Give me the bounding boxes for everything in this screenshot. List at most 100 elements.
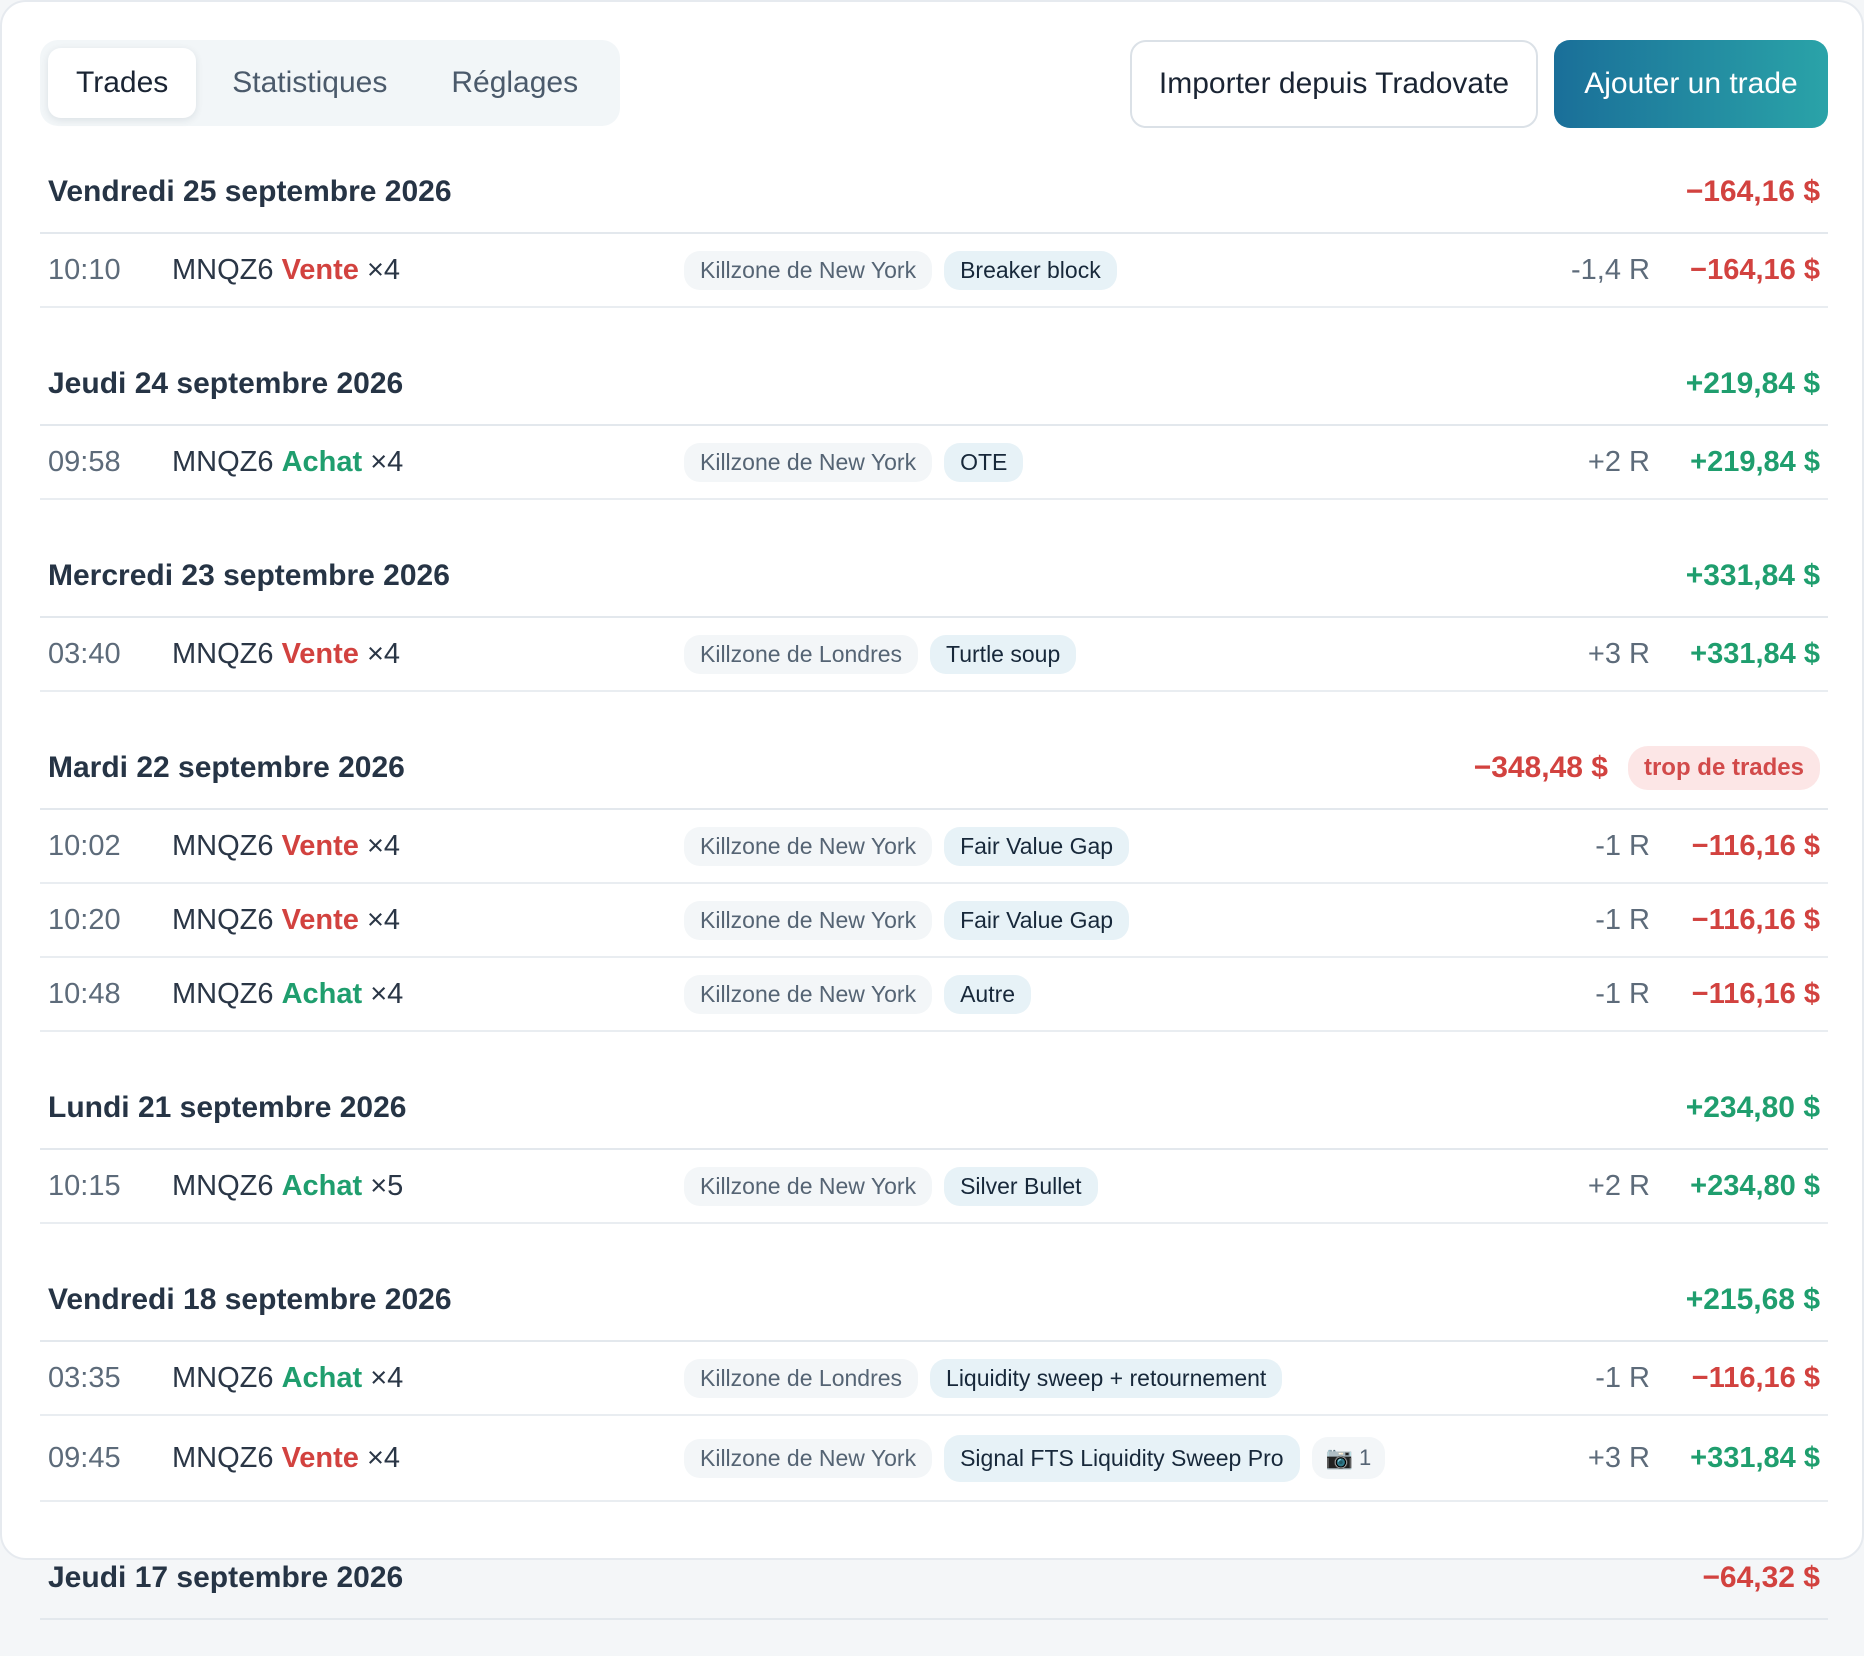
trade-direction: Achat: [281, 1361, 363, 1394]
trade-direction: Vente: [281, 829, 359, 862]
day-total-pnl: +219,84 $: [1685, 367, 1820, 400]
trade-symbol: MNQZ6: [172, 253, 274, 286]
trade-row[interactable]: 03:35 MNQZ6 Achat ×4 Killzone de Londres Li…: [40, 1342, 1828, 1416]
trade-tags: Killzone de New York Fair Value Gap: [684, 826, 1494, 866]
trade-tags: Killzone de New York Autre: [684, 974, 1494, 1014]
setup-tag: Silver Bullet: [944, 1166, 1098, 1206]
setup-tag: OTE: [944, 442, 1024, 482]
day-header: Jeudi 17 septembre 2026 −64,32 $: [40, 1538, 1828, 1620]
trade-instrument: MNQZ6 Vente ×4: [172, 254, 684, 287]
trade-time: 09:45: [48, 1441, 121, 1474]
day-group: Mardi 22 septembre 2026 −348,48 $ trop de …: [40, 728, 1828, 1032]
day-total-pnl: −348,48 $: [1473, 751, 1608, 784]
trade-r-multiple: +3 R: [1587, 1441, 1650, 1474]
day-header: Mardi 22 septembre 2026 −348,48 $ trop de …: [40, 728, 1828, 810]
trade-row[interactable]: 10:02 MNQZ6 Vente ×4 Killzone de New York F…: [40, 810, 1828, 884]
trade-tags: Killzone de New York Signal FTS Liquidity…: [684, 1434, 1494, 1482]
add-trade-button[interactable]: Ajouter un trade: [1554, 40, 1828, 128]
day-date: Lundi 21 septembre 2026: [48, 1091, 407, 1124]
day-group: Vendredi 25 septembre 2026 −164,16 $ 10:10…: [40, 152, 1828, 308]
trade-r-multiple: -1 R: [1595, 903, 1650, 936]
trade-quantity: ×4: [367, 637, 401, 670]
trade-instrument: MNQZ6 Achat ×4: [172, 446, 684, 479]
setup-tag: Autre: [944, 974, 1032, 1014]
trade-journal: Vendredi 25 septembre 2026 −164,16 $ 10:10…: [40, 152, 1828, 1656]
screenshot-count[interactable]: 📷 1: [1311, 1437, 1386, 1479]
day-date: Jeudi 24 septembre 2026: [48, 367, 404, 400]
day-summary: +331,84 $: [1686, 559, 1820, 593]
setup-tag: Fair Value Gap: [944, 900, 1130, 940]
trade-r-multiple: +3 R: [1587, 637, 1650, 670]
day-date: Vendredi 18 septembre 2026: [48, 1283, 452, 1316]
session-tag: Killzone de New York: [684, 974, 933, 1014]
trade-time: 10:02: [48, 829, 121, 862]
day-total-pnl: −64,32 $: [1702, 1561, 1820, 1594]
day-group: Lundi 21 septembre 2026 +234,80 $ 10:15 MNQ…: [40, 1068, 1828, 1224]
trade-row[interactable]: 10:48 MNQZ6 Achat ×4 Killzone de New York A…: [40, 958, 1828, 1032]
trade-time: 10:15: [48, 1169, 121, 1202]
tab-bar: Trades Statistiques Réglages: [40, 40, 620, 126]
import-tradovate-button[interactable]: Importer depuis Tradovate: [1130, 40, 1538, 128]
journal-card: Trades Statistiques Réglages Importer de…: [0, 0, 1864, 1620]
trade-direction: Achat: [281, 445, 363, 478]
trade-direction: Vente: [281, 637, 359, 670]
trade-r-multiple: -1 R: [1595, 977, 1650, 1010]
trade-symbol: MNQZ6: [172, 1361, 274, 1394]
setup-tag: Turtle soup: [930, 634, 1077, 674]
trade-tags: Killzone de Londres Turtle soup: [684, 634, 1494, 674]
trade-r-multiple: -1 R: [1595, 829, 1650, 862]
day-total-pnl: +215,68 $: [1685, 1283, 1820, 1316]
day-summary: −64,32 $: [1702, 1561, 1820, 1595]
session-tag: Killzone de New York: [684, 900, 933, 940]
setup-tag: Signal FTS Liquidity Sweep Pro: [944, 1434, 1300, 1482]
trade-quantity: ×4: [370, 977, 404, 1010]
trade-symbol: MNQZ6: [172, 637, 274, 670]
trade-r-multiple: +2 R: [1587, 445, 1650, 478]
trade-row[interactable]: 10:10 MNQZ6 Vente ×4 Killzone de New York B…: [40, 234, 1828, 308]
trade-instrument: MNQZ6 Vente ×4: [172, 904, 684, 937]
trade-pnl: −116,16 $: [1691, 1361, 1820, 1394]
setup-tag: Breaker block: [944, 250, 1117, 290]
trade-direction: Vente: [281, 1441, 359, 1474]
tab-statistiques[interactable]: Statistiques: [232, 66, 388, 99]
day-header: Jeudi 24 septembre 2026 +219,84 $: [40, 344, 1828, 426]
trade-pnl: −164,16 $: [1690, 253, 1820, 286]
day-group: Jeudi 24 septembre 2026 +219,84 $ 09:58 MNQ…: [40, 344, 1828, 500]
trade-row[interactable]: 09:45 MNQZ6 Vente ×4 Killzone de New York S…: [40, 1416, 1828, 1502]
day-group: Jeudi 17 septembre 2026 −64,32 $: [40, 1538, 1828, 1620]
tab-trades[interactable]: Trades: [48, 48, 197, 118]
trade-row[interactable]: 03:40 MNQZ6 Vente ×4 Killzone de Londres Tu…: [40, 618, 1828, 692]
trade-row[interactable]: 10:20 MNQZ6 Vente ×4 Killzone de New York F…: [40, 884, 1828, 958]
trade-symbol: MNQZ6: [172, 1169, 274, 1202]
trade-symbol: MNQZ6: [172, 829, 274, 862]
trade-pnl: +219,84 $: [1690, 445, 1820, 478]
trade-quantity: ×5: [370, 1169, 404, 1202]
trade-time: 10:10: [48, 253, 121, 286]
day-header: Vendredi 25 septembre 2026 −164,16 $: [40, 152, 1828, 234]
session-tag: Killzone de Londres: [684, 1358, 919, 1398]
session-tag: Killzone de New York: [684, 442, 933, 482]
trade-instrument: MNQZ6 Achat ×5: [172, 1170, 684, 1203]
trade-direction: Achat: [281, 1169, 363, 1202]
trade-tags: Killzone de New York Fair Value Gap: [684, 900, 1494, 940]
trade-pnl: +331,84 $: [1690, 1441, 1820, 1474]
day-group: Mercredi 23 septembre 2026 +331,84 $ 03:40…: [40, 536, 1828, 692]
tab-reglages[interactable]: Réglages: [451, 66, 579, 99]
trade-tags: Killzone de New York Silver Bullet: [684, 1166, 1494, 1206]
trade-direction: Achat: [281, 977, 363, 1010]
trade-quantity: ×4: [367, 253, 401, 286]
day-total-pnl: +331,84 $: [1685, 559, 1820, 592]
trade-row[interactable]: 09:58 MNQZ6 Achat ×4 Killzone de New York O…: [40, 426, 1828, 500]
trade-row[interactable]: 10:15 MNQZ6 Achat ×5 Killzone de New York S…: [40, 1150, 1828, 1224]
trade-direction: Vente: [281, 903, 359, 936]
day-header: Mercredi 23 septembre 2026 +331,84 $: [40, 536, 1828, 618]
trade-instrument: MNQZ6 Vente ×4: [172, 1442, 684, 1475]
camera-icon: 📷: [1325, 1445, 1360, 1470]
day-summary: +219,84 $: [1686, 367, 1820, 401]
trade-quantity: ×4: [370, 1361, 404, 1394]
trade-symbol: MNQZ6: [172, 977, 274, 1010]
trade-instrument: MNQZ6 Achat ×4: [172, 978, 684, 1011]
trade-pnl: −116,16 $: [1691, 829, 1820, 862]
trade-pnl: −116,16 $: [1691, 903, 1820, 936]
trade-quantity: ×4: [367, 829, 401, 862]
